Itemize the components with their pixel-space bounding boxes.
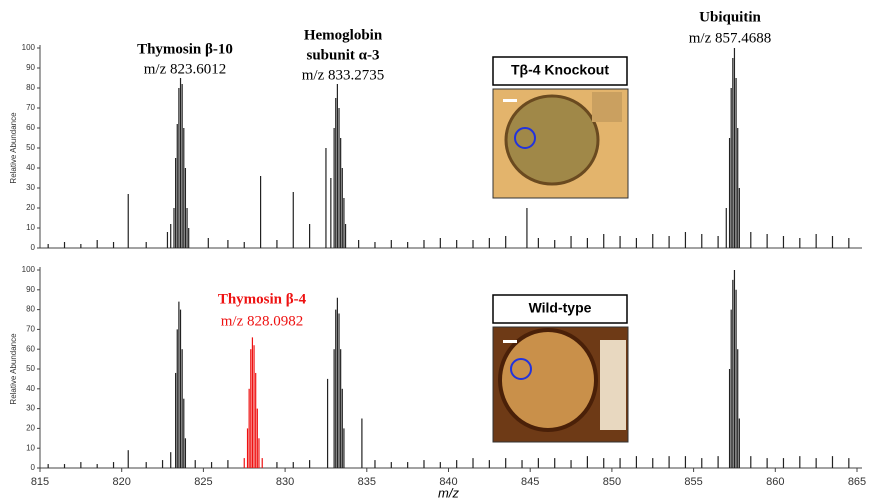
y-tick-label: 80 xyxy=(26,83,35,92)
x-tick-label: 825 xyxy=(194,476,212,488)
y-tick-label: 0 xyxy=(31,243,36,252)
x-tick-label: 855 xyxy=(684,476,702,488)
x-tick-label: 850 xyxy=(603,476,621,488)
annotation: m/z 823.6012 xyxy=(144,61,227,77)
annotation: Thymosin β-4 xyxy=(218,291,307,307)
x-tick-label: 840 xyxy=(439,476,457,488)
y-tick-label: 70 xyxy=(26,325,35,334)
annotation: Hemoglobin xyxy=(304,27,383,43)
y-axis-label: Relative Abundance xyxy=(9,112,18,184)
x-tick-label: 865 xyxy=(848,476,866,488)
y-tick-label: 10 xyxy=(26,223,35,232)
inset-label: Wild-type xyxy=(529,300,592,316)
y-tick-label: 70 xyxy=(26,103,35,112)
inset-label-box xyxy=(492,294,628,324)
x-tick-label: 830 xyxy=(276,476,294,488)
y-tick-label: 30 xyxy=(26,404,35,413)
annotation: Ubiquitin xyxy=(699,9,761,25)
y-tick-label: 40 xyxy=(26,384,35,393)
scale-bar xyxy=(503,99,517,102)
roi-circle xyxy=(514,127,536,149)
y-tick-label: 30 xyxy=(26,183,35,192)
annotation: Thymosin β-10 xyxy=(137,41,233,57)
y-tick-label: 60 xyxy=(26,344,35,353)
y-tick-label: 90 xyxy=(26,285,35,294)
y-axis-label: Relative Abundance xyxy=(9,333,18,405)
y-tick-label: 100 xyxy=(22,43,36,52)
tissue xyxy=(600,340,626,430)
y-tick-label: 90 xyxy=(26,63,35,72)
tissue xyxy=(498,328,598,432)
inset-knockout xyxy=(492,56,629,199)
scale-bar xyxy=(503,340,517,343)
y-tick-label: 80 xyxy=(26,305,35,314)
inset-wild-type xyxy=(492,294,629,443)
tissue xyxy=(592,92,622,122)
y-tick-label: 50 xyxy=(26,143,35,152)
x-tick-label: 845 xyxy=(521,476,539,488)
x-tick-label: 820 xyxy=(113,476,131,488)
annotation: m/z 857.4688 xyxy=(689,30,772,46)
x-tick-label: 815 xyxy=(31,476,49,488)
y-tick-label: 0 xyxy=(31,463,36,472)
y-tick-label: 20 xyxy=(26,424,35,433)
annotation: subunit α-3 xyxy=(307,47,380,63)
inset-label: Tβ-4 Knockout xyxy=(511,62,609,78)
tissue xyxy=(504,94,600,186)
y-tick-label: 20 xyxy=(26,203,35,212)
y-tick-label: 60 xyxy=(26,123,35,132)
y-tick-label: 50 xyxy=(26,364,35,373)
annotation: m/z 828.0982 xyxy=(221,313,304,329)
x-axis-label: m/z xyxy=(438,485,459,500)
y-tick-label: 40 xyxy=(26,163,35,172)
inset-label-box xyxy=(492,56,628,86)
x-tick-label: 835 xyxy=(358,476,376,488)
annotation: m/z 833.2735 xyxy=(302,67,385,83)
roi-circle xyxy=(510,358,532,380)
x-tick-label: 860 xyxy=(766,476,784,488)
y-tick-label: 100 xyxy=(22,265,36,274)
y-tick-label: 10 xyxy=(26,443,35,452)
